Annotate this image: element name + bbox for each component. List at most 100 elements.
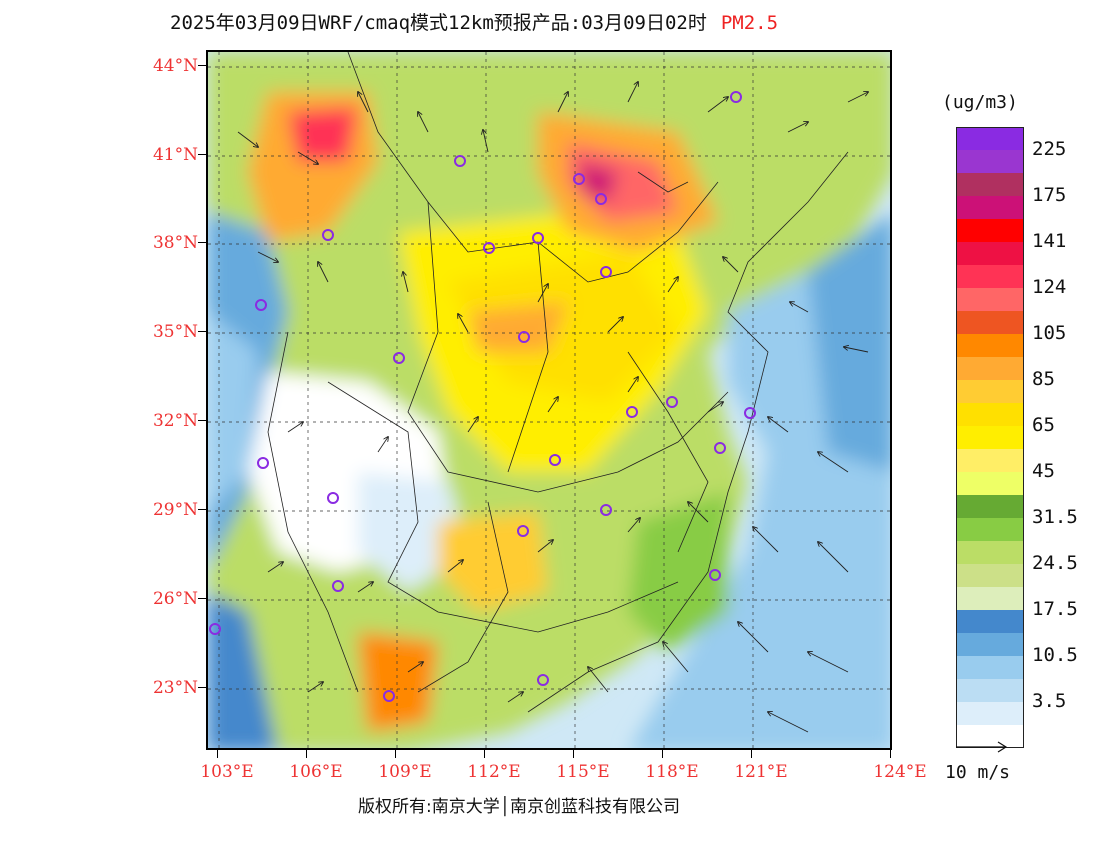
colorbar-cell [956,150,1024,173]
colorbar-cell [956,495,1024,518]
purple-circle-icon [454,155,466,167]
purple-circle-icon [327,492,339,504]
lon-label-109: 109°E [378,762,432,782]
province-boundaries [267,52,849,713]
lat-label-38: 38°N [152,233,198,253]
colorbar-cell [956,311,1024,334]
purple-circle-icon [518,331,530,343]
colorbar-cell [956,702,1024,725]
lon-label-118: 118°E [645,762,699,782]
lat-tick [198,65,206,66]
purple-circle-icon [483,242,495,254]
purple-circle-icon [549,454,561,466]
colorbar-cell [956,288,1024,311]
wind-legend-arrow-icon [956,741,1008,753]
lon-label-106: 106°E [289,762,343,782]
lon-label-121: 121°E [734,762,788,782]
colorbar-cell [956,449,1024,472]
title-main: 2025年03月09日WRF/cmaq模式12km预报产品:03月09日02时 [170,12,707,34]
lat-tick [198,598,206,599]
colorbar-label: 3.5 [1032,690,1067,712]
lat-tick [198,331,206,332]
colorbar-cell [956,173,1024,196]
colorbar-cell [956,380,1024,403]
colorbar-label: 24.5 [1032,552,1078,574]
south-hotspot [358,632,438,732]
lat-tick [198,242,206,243]
title-species: PM2.5 [720,12,779,34]
lat-label-32: 32°N [152,411,198,431]
lat-tick [198,687,206,688]
purple-circle-icon [532,232,544,244]
purple-circle-icon [257,457,269,469]
colorbar-label: 85 [1032,368,1055,390]
lat-tick [198,509,206,510]
purple-circle-icon [255,299,267,311]
wind-legend-label: 10 m/s [945,762,1011,783]
purple-circle-icon [600,266,612,278]
colorbar-unit: (ug/m3) [942,92,1018,113]
colorbar-label: 175 [1032,184,1067,206]
lon-label-115: 115°E [556,762,610,782]
colorbar-cell [956,426,1024,449]
colorbar-label: 225 [1032,138,1067,160]
colorbar-cell [956,656,1024,679]
purple-circle-icon [573,173,585,185]
lon-label-103: 103°E [200,762,254,782]
purple-circle-icon [666,396,678,408]
purple-circle-icon [600,504,612,516]
colorbar-cell [956,564,1024,587]
purple-circle-icon [332,580,344,592]
colorbar-cell [956,127,1024,150]
lon-label-112: 112°E [467,762,521,782]
lon-tick [484,750,485,758]
colorbar-cell [956,541,1024,564]
colorbar [956,127,1024,748]
purple-circle-icon [709,569,721,581]
lon-tick [217,750,218,758]
graticule [208,52,890,748]
colorbar-cell [956,518,1024,541]
colorbar-cell [956,633,1024,656]
map-title: 2025年03月09日WRF/cmaq模式12km预报产品:03月09日02时 P… [170,8,778,35]
purple-circle-icon [517,525,529,537]
colorbar-label: 45 [1032,460,1055,482]
colorbar-cell [956,357,1024,380]
copyright-notice: 版权所有:南京大学│南京创蓝科技有限公司 [358,797,680,817]
colorbar-cell [956,472,1024,495]
lon-tick [662,750,663,758]
lon-tick [306,750,307,758]
central-south-band [438,512,548,612]
lat-tick [198,154,206,155]
lat-label-29: 29°N [152,500,198,520]
lon-tick [890,750,891,758]
lat-label-26: 26°N [152,589,198,609]
lat-label-44: 44°N [152,56,198,76]
colorbar-label: 10.5 [1032,644,1078,666]
purple-circle-icon [209,623,221,635]
purple-circle-icon [626,406,638,418]
lon-label-124: 124°E [873,762,927,782]
colorbar-cell [956,334,1024,357]
wind-vectors [237,82,868,733]
colorbar-label: 17.5 [1032,598,1078,620]
lat-label-41: 41°N [152,145,198,165]
lon-tick [395,750,396,758]
purple-circle-icon [322,229,334,241]
colorbar-label: 105 [1032,322,1067,344]
purple-circle-icon [714,442,726,454]
map-svg [208,52,890,748]
purple-circle-icon [595,193,607,205]
purple-circle-icon [393,352,405,364]
colorbar-label: 65 [1032,414,1055,436]
colorbar-cell [956,403,1024,426]
colorbar-cell [956,587,1024,610]
lat-label-35: 35°N [152,322,198,342]
colorbar-cell [956,196,1024,219]
city-markers [209,91,756,702]
pm25-map[interactable] [206,50,892,750]
lon-tick [573,750,574,758]
purple-circle-icon [383,690,395,702]
lon-tick [751,750,752,758]
colorbar-cell [956,679,1024,702]
